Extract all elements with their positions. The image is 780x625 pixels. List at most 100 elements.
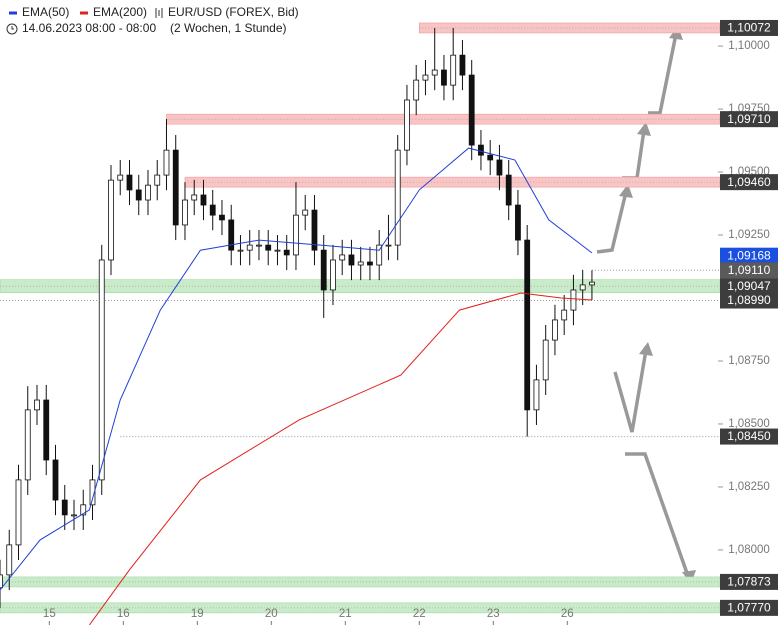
- y-tick-label: 1,08750: [728, 355, 770, 367]
- arrow: [613, 349, 648, 433]
- x-tick-label: 21: [339, 608, 352, 620]
- candle-body: [52, 459, 59, 501]
- candle-body: [357, 261, 364, 266]
- level-label-box: [720, 174, 778, 191]
- arrowhead: [637, 122, 651, 136]
- candle-body: [283, 249, 290, 256]
- header-bg: [0, 4, 400, 38]
- candle-body: [533, 379, 540, 411]
- candle-body: [468, 74, 475, 146]
- candle-body: [6, 544, 13, 576]
- y-tick-label: 1,10000: [728, 40, 770, 52]
- symbol: EUR/USD (FOREX, Bid): [168, 5, 299, 19]
- x-tick-label: 16: [117, 608, 130, 620]
- arrow: [622, 129, 646, 180]
- candle-body: [145, 184, 151, 201]
- level-label-box: [720, 292, 778, 309]
- candle-body: [89, 479, 96, 506]
- candle-body: [459, 54, 466, 76]
- level-label-box: [720, 278, 778, 295]
- candle-body: [246, 244, 253, 251]
- candle-body: [135, 189, 142, 201]
- candle-body: [478, 144, 484, 156]
- level-label: 1,09047: [727, 279, 771, 293]
- ema-line: [0, 147, 593, 591]
- y-tick-label: 1,09250: [728, 229, 770, 241]
- candle-body: [505, 174, 512, 206]
- candle-body: [385, 244, 392, 247]
- level-label: 1,10072: [727, 21, 771, 35]
- arrowheads: [619, 26, 696, 584]
- candle-body: [524, 239, 531, 411]
- candle-body: [487, 154, 494, 161]
- legend-entry: EMA(200): [93, 5, 147, 19]
- candle-body: [561, 309, 568, 321]
- level-label: 1,09710: [727, 112, 771, 126]
- level-label: 1,09168: [727, 248, 771, 262]
- arrowhead: [619, 184, 633, 198]
- arrow: [596, 191, 628, 254]
- x-tick-label: 26: [561, 608, 574, 620]
- candle-body: [311, 209, 318, 251]
- candle-body: [126, 174, 133, 191]
- candle-body: [265, 244, 272, 251]
- y-tick-label: 1,08000: [728, 544, 770, 556]
- level-label-box: [720, 247, 778, 264]
- level-label-box: [720, 19, 778, 36]
- candle-body: [376, 244, 383, 266]
- arrow: [625, 452, 690, 577]
- candle-body: [61, 499, 68, 516]
- x-tick-label: 15: [43, 608, 56, 620]
- candle-body: [404, 99, 410, 151]
- candle-body: [570, 289, 577, 311]
- candle-body: [172, 149, 179, 226]
- level-label: 1,09460: [727, 175, 771, 189]
- candle-body: [302, 209, 309, 216]
- candle-body: [182, 199, 188, 226]
- arrow: [648, 33, 678, 115]
- candle-body: [71, 514, 77, 517]
- candle-body: [209, 204, 216, 216]
- arrowhead: [639, 342, 653, 356]
- candle-body: [589, 281, 595, 286]
- candle-body: [367, 261, 373, 266]
- plot: 1,100001,097501,095001,092501,087501,085…: [0, 19, 778, 625]
- candle-body: [0, 574, 3, 589]
- candle-body: [24, 409, 31, 481]
- level-label-box: [720, 262, 778, 279]
- candle-body: [98, 259, 105, 481]
- x-tick-label: 22: [413, 608, 426, 620]
- legend-entry: EMA(50): [22, 5, 69, 19]
- candle-body: [228, 219, 235, 251]
- level-label-box: [720, 111, 778, 128]
- level-label: 1,07873: [727, 575, 771, 589]
- candle-body: [108, 179, 114, 261]
- candle-body: [431, 69, 438, 76]
- candle-body: [256, 244, 262, 247]
- candle-body: [450, 54, 457, 86]
- level-label: 1,07770: [727, 601, 771, 615]
- candle-body: [43, 399, 50, 461]
- candle-body: [200, 194, 207, 206]
- x-tick-label: 23: [487, 608, 500, 620]
- candle-body: [154, 174, 161, 186]
- level-label-box: [720, 573, 778, 590]
- x-tick-label: 20: [265, 608, 278, 620]
- candle-body: [330, 259, 336, 291]
- candle-body: [80, 504, 87, 516]
- candle-body: [117, 174, 124, 181]
- candle-body: [34, 399, 40, 411]
- candle-body: [441, 69, 447, 86]
- candle-body: [552, 319, 558, 341]
- candle-body: [191, 194, 198, 201]
- candle-body: [339, 254, 346, 261]
- period: 14.06.2023 08:00 - 08:00: [22, 21, 156, 35]
- y-tick-label: 1,08500: [728, 418, 770, 430]
- ema-line: [88, 292, 592, 625]
- candle-body: [274, 249, 281, 252]
- candle-body: [515, 204, 521, 241]
- span: (2 Wochen, 1 Stunde): [170, 21, 287, 35]
- x-tick-label: 19: [191, 608, 204, 620]
- candle-body: [496, 159, 503, 176]
